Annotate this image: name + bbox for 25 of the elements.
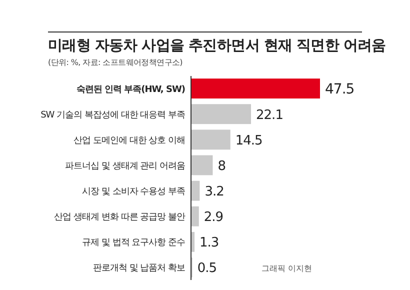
chart-title: 미래형 자동차 사업을 추진하면서 현재 직면한 어려움 <box>48 38 387 54</box>
bar <box>191 155 213 176</box>
data-label: 47.5 <box>325 82 354 98</box>
data-label: 14.5 <box>235 133 263 148</box>
data-label: 2.9 <box>204 210 224 226</box>
y-tick-label: 산업 생태계 변화 따른 공급망 불안 <box>54 212 186 223</box>
annotation: 그래픽 이지현 <box>261 264 312 273</box>
bar <box>191 78 320 98</box>
bar <box>191 104 252 124</box>
y-tick-label: 시장 및 소비자 수용성 부족 <box>82 187 186 198</box>
data-label: 8 <box>218 158 226 174</box>
y-tick-label: 규제 및 법적 요구사항 준수 <box>82 238 186 248</box>
bar <box>191 206 199 226</box>
data-label: 3.2 <box>204 184 224 200</box>
data-label: 0.5 <box>197 261 217 276</box>
data-label: 22.1 <box>256 108 284 123</box>
y-tick-label: 파트너십 및 생태계 관리 어려움 <box>65 161 186 172</box>
y-tick-label: 숙련된 인력 부족(HW, SW) <box>76 84 186 95</box>
y-tick-label: 판로개척 및 납품처 확보 <box>92 264 186 274</box>
data-label: 1.3 <box>200 236 219 251</box>
y-tick-label: SW 기술의 복잡성에 대한 대응력 부족 <box>40 110 186 120</box>
bar <box>191 180 200 201</box>
text: (단위: %, 자료: 소프트웨어정책연구소) <box>48 58 183 67</box>
y-tick-label: 산업 도메인에 대한 상호 이해 <box>74 136 185 146</box>
bar <box>191 130 230 150</box>
